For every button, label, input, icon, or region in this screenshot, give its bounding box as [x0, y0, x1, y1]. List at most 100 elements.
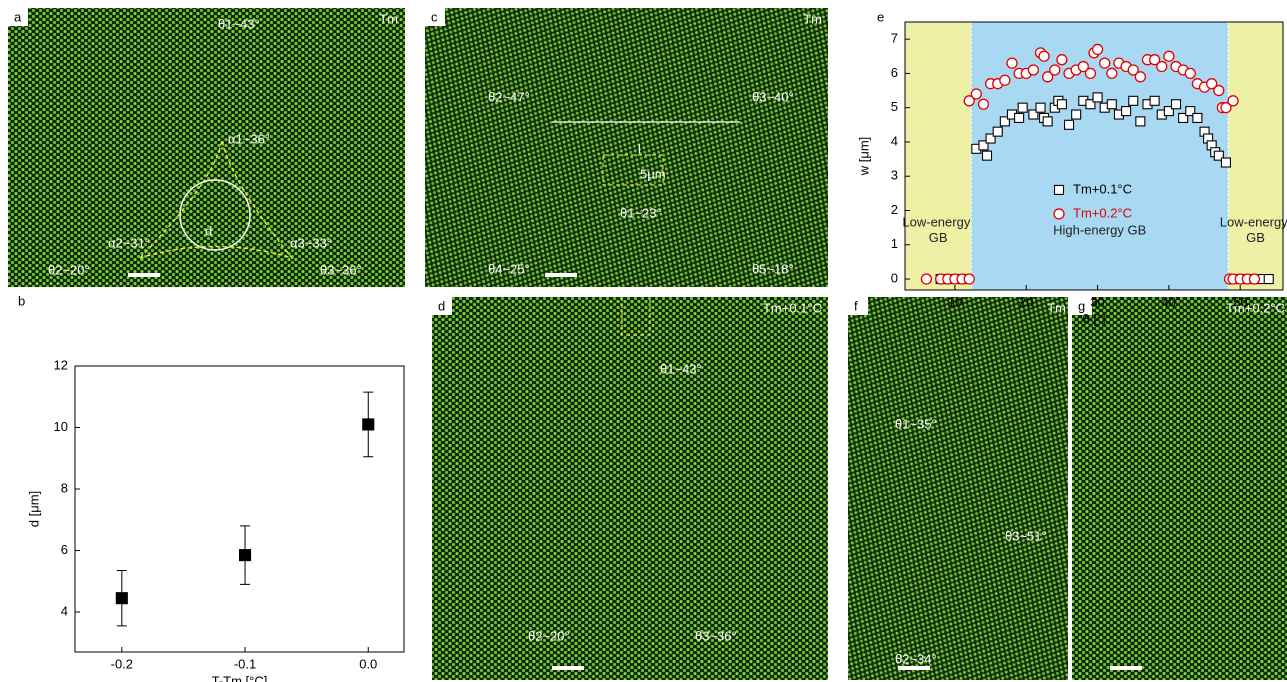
x-tick-label: 10	[948, 294, 962, 309]
marker	[1122, 107, 1131, 116]
marker	[1050, 65, 1060, 75]
scale-bar	[552, 666, 584, 670]
marker	[1228, 96, 1238, 106]
marker	[1054, 209, 1064, 219]
annotation: Tm+0.1°C	[763, 300, 822, 315]
x-tick-label: 20	[1019, 294, 1033, 309]
y-tick-label: 7	[891, 31, 898, 46]
panel-label: b	[18, 293, 25, 308]
x-tick-label: 50	[1233, 294, 1247, 309]
annotation: 5μm	[640, 166, 666, 181]
annotation: Tm	[1047, 300, 1066, 315]
annotation: θ3~51°	[1005, 528, 1047, 543]
x-tick-label: 0.0	[359, 656, 377, 671]
marker	[1039, 51, 1049, 61]
marker	[1100, 58, 1110, 68]
x-tick-label: -0.1	[234, 656, 256, 671]
marker	[1164, 51, 1174, 61]
marker	[1085, 68, 1095, 78]
marker	[1221, 158, 1230, 167]
annotation: θ1~43°	[218, 16, 260, 31]
marker	[1193, 113, 1202, 122]
annotation: θ2~34°	[895, 651, 937, 666]
annotation: d	[205, 223, 212, 238]
x-axis-label: T-Tm [°C]	[212, 673, 268, 682]
annotation: α3~33°	[290, 235, 332, 250]
marker	[1093, 93, 1102, 102]
annotation: θ1~35°	[895, 416, 937, 431]
marker	[1107, 68, 1117, 78]
y-axis-label: w [μm]	[856, 137, 871, 177]
y-tick-label: 10	[54, 419, 68, 434]
annotation: θ3~36°	[320, 262, 362, 277]
marker	[1185, 68, 1195, 78]
micrograph	[425, 8, 828, 287]
scale-bar	[1110, 666, 1142, 670]
y-tick-label: 0	[891, 270, 898, 285]
x-tick-label: 30	[1090, 294, 1104, 309]
annotation: θ1~23°	[620, 205, 662, 220]
y-axis-label: d [μm]	[26, 491, 41, 527]
marker	[1264, 275, 1273, 284]
panel-label-box	[848, 297, 868, 315]
marker	[1150, 96, 1159, 105]
marker	[1028, 65, 1038, 75]
marker	[116, 593, 127, 604]
marker	[1129, 96, 1138, 105]
scale-bar	[545, 273, 577, 277]
scale-bar	[898, 666, 930, 670]
micrograph	[8, 8, 405, 287]
marker	[363, 419, 374, 430]
micrograph	[432, 297, 828, 680]
legend-label: Tm+0.2°C	[1073, 205, 1132, 220]
annotation: θ4~25°	[488, 261, 530, 276]
annotation: α1~36°	[228, 131, 270, 146]
marker	[1214, 86, 1224, 96]
marker	[1136, 117, 1145, 126]
annotation: θ3~36°	[695, 628, 737, 643]
x-tick-label: -0.2	[111, 656, 133, 671]
marker	[1000, 75, 1010, 85]
y-tick-label: 1	[891, 236, 898, 251]
y-tick-label: 4	[61, 603, 68, 618]
panel-label: d	[438, 298, 445, 313]
marker	[1007, 58, 1017, 68]
annotation: l	[638, 141, 641, 156]
y-tick-label: 2	[891, 202, 898, 217]
y-tick-label: 6	[891, 65, 898, 80]
marker	[1057, 55, 1067, 65]
marker	[1055, 185, 1064, 194]
y-tick-label: 6	[61, 542, 68, 557]
y-tick-label: 3	[891, 168, 898, 183]
panel-label: e	[877, 9, 884, 24]
micrograph	[848, 297, 1068, 680]
marker	[1172, 100, 1181, 109]
marker	[993, 127, 1002, 136]
annotation: Tm	[803, 11, 822, 26]
marker	[978, 99, 988, 109]
marker	[1043, 117, 1052, 126]
marker	[1135, 72, 1145, 82]
annotation: θ2~20°	[528, 628, 570, 643]
marker	[964, 274, 974, 284]
marker	[1072, 110, 1081, 119]
marker	[1107, 100, 1116, 109]
annotation: θ1~43°	[660, 361, 702, 376]
annotation: θ2~47°	[488, 89, 530, 104]
marker	[1036, 103, 1045, 112]
marker	[1018, 103, 1027, 112]
y-tick-label: 12	[54, 357, 68, 372]
micrograph	[1072, 297, 1287, 680]
annotation: α2~31°	[108, 235, 150, 250]
marker	[1157, 62, 1167, 72]
marker	[971, 89, 981, 99]
marker	[1015, 113, 1024, 122]
x-axis-label: θ [°]	[1082, 311, 1105, 326]
y-tick-label: 4	[891, 133, 898, 148]
marker	[1065, 120, 1074, 129]
marker	[1057, 100, 1066, 109]
region-label: High-energy GB	[1053, 222, 1146, 237]
panel-label: c	[431, 9, 438, 24]
panel-label: f	[854, 298, 858, 313]
annotation: θ3~40°	[752, 89, 794, 104]
